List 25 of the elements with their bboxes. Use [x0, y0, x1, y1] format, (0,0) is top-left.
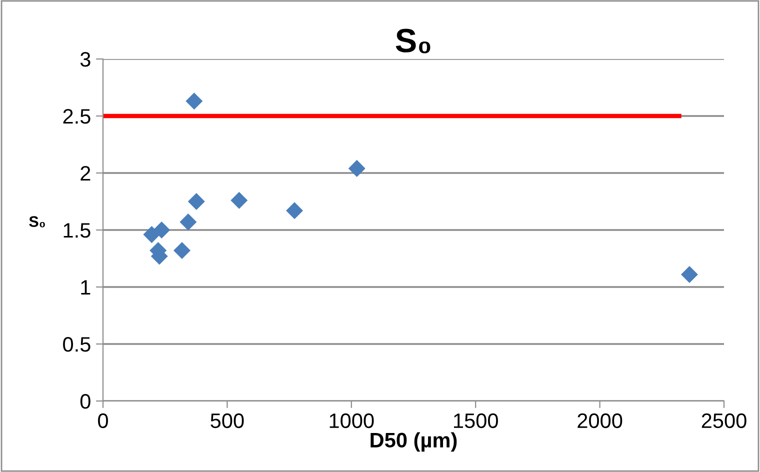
y-tick-label: 3 — [80, 52, 90, 67]
point — [186, 92, 203, 110]
point — [173, 242, 190, 260]
point — [286, 202, 304, 220]
x-tick-label: 1500 — [454, 413, 498, 428]
y-axis-title: S₀ — [29, 216, 45, 228]
y-tick-label: 0 — [80, 394, 90, 409]
y-tick-label: 0.5 — [63, 337, 90, 352]
x-tick-label: 0 — [98, 413, 108, 428]
chart-title: S₀ — [396, 28, 430, 54]
point — [143, 226, 160, 244]
y-tick-label: 1.5 — [64, 223, 90, 238]
x-tick-label: 500 — [210, 413, 244, 428]
x-tick-label: 2500 — [702, 413, 746, 428]
point — [680, 266, 698, 283]
x-axis-title: D50 (µm) — [370, 432, 457, 452]
y-tick-label: 2.5 — [63, 109, 90, 124]
x-tick-label: 1000 — [330, 413, 374, 428]
point — [348, 160, 366, 177]
point — [230, 192, 248, 209]
point — [180, 214, 197, 231]
point — [188, 192, 205, 210]
y-tick-label: 1 — [81, 280, 90, 295]
x-tick-label: 2000 — [578, 413, 622, 428]
y-tick-label: 2 — [80, 166, 90, 181]
